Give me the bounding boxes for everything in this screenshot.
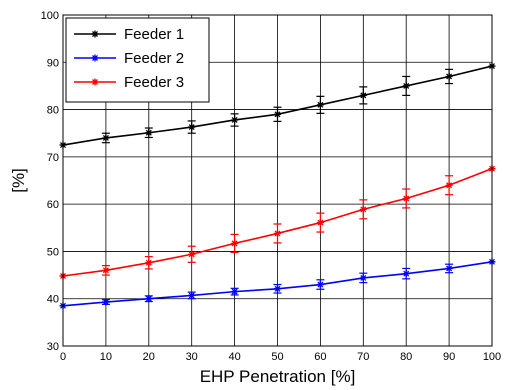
data-point-marker xyxy=(402,194,410,202)
legend-label: Feeder 2 xyxy=(124,50,184,67)
data-point-marker xyxy=(145,259,153,267)
x-tick-label: 100 xyxy=(483,351,501,363)
legend-label: Feeder 3 xyxy=(124,74,184,91)
x-axis-label: EHP Penetration [%] xyxy=(200,367,356,386)
x-tick-label: 10 xyxy=(100,351,112,363)
data-point-marker xyxy=(145,295,153,303)
data-point-marker xyxy=(445,264,453,272)
data-point-marker xyxy=(231,116,239,124)
legend-item-2: Feeder 2 xyxy=(74,50,184,67)
data-point-marker xyxy=(316,281,324,289)
x-tick-label: 30 xyxy=(186,351,198,363)
y-tick-label: 50 xyxy=(47,246,59,258)
data-point-marker xyxy=(274,110,281,118)
data-point-marker xyxy=(445,72,453,80)
legend-marker xyxy=(91,78,99,86)
legend-marker xyxy=(91,54,99,62)
plot-frame xyxy=(62,14,493,347)
data-point-marker xyxy=(316,219,324,227)
data-point-marker xyxy=(316,101,324,109)
data-point-marker xyxy=(231,239,239,247)
x-tick-label: 50 xyxy=(271,351,283,363)
x-tick-label: 40 xyxy=(228,351,240,363)
series-3 xyxy=(59,165,496,280)
data-point-marker xyxy=(359,274,367,282)
data-point-marker xyxy=(145,129,153,137)
series-2 xyxy=(59,258,496,310)
y-tick-label: 30 xyxy=(47,341,59,353)
data-point-marker xyxy=(102,266,110,274)
legend-item-1: Feeder 1 xyxy=(74,26,184,43)
y-tick-label: 40 xyxy=(47,294,59,306)
data-point-marker xyxy=(274,229,281,237)
y-tick-label: 60 xyxy=(47,199,59,211)
x-tick-label: 20 xyxy=(143,351,155,363)
legend-label: Feeder 1 xyxy=(124,26,184,43)
x-tick-label: 60 xyxy=(314,351,326,363)
x-tick-label: 80 xyxy=(400,351,412,363)
x-tick-label: 0 xyxy=(60,351,66,363)
data-point-marker xyxy=(445,181,453,189)
legend-box xyxy=(65,17,210,103)
data-point-marker xyxy=(402,82,410,90)
data-point-marker xyxy=(188,250,196,258)
axis-ticks: 0 10 20 30 40 50 60 70 80 90 100 30 40 50 60 70 80 90 100 xyxy=(41,10,502,363)
data-point-marker xyxy=(188,291,196,299)
legend-item-3: Feeder 3 xyxy=(74,74,184,91)
data-point-marker xyxy=(231,288,239,296)
y-tick-label: 90 xyxy=(47,57,59,69)
legend: Feeder 1 Feeder 2 Feeder 3 xyxy=(65,17,210,103)
data-point-marker xyxy=(102,298,110,306)
y-tick-label: 70 xyxy=(47,152,59,164)
data-point-marker xyxy=(188,123,196,131)
data-point-marker xyxy=(359,91,367,99)
data-point-marker xyxy=(359,205,367,213)
legend-marker xyxy=(91,30,99,38)
y-tick-label: 80 xyxy=(47,105,59,117)
data-point-marker xyxy=(102,134,110,142)
series-1 xyxy=(59,62,496,149)
y-tick-label: 100 xyxy=(41,10,59,22)
y-axis-label: [%] xyxy=(9,168,28,193)
x-tick-label: 70 xyxy=(357,351,369,363)
data-point-marker xyxy=(274,285,281,293)
data-point-marker xyxy=(402,270,410,278)
x-tick-label: 90 xyxy=(443,351,455,363)
data-series xyxy=(59,62,496,310)
